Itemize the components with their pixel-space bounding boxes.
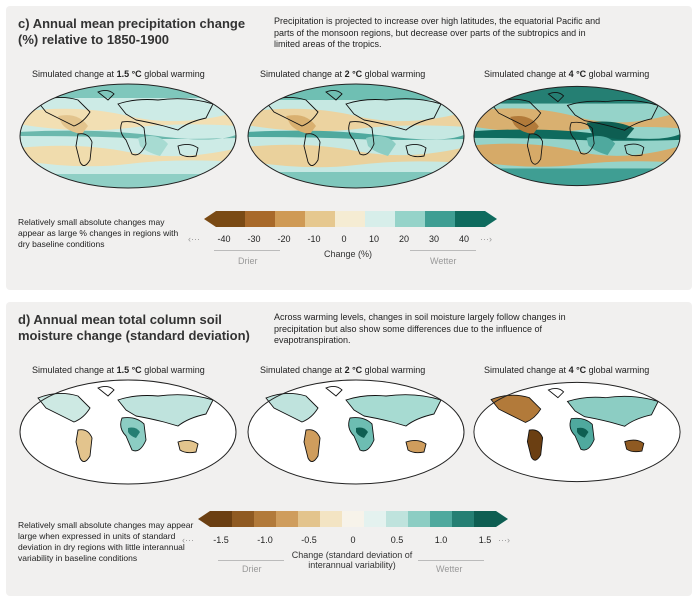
tick: -1.0 bbox=[257, 535, 273, 545]
soil-note: Relatively small absolute changes may ap… bbox=[18, 520, 194, 563]
tick: 0 bbox=[350, 535, 356, 545]
tick: 20 bbox=[398, 234, 409, 244]
map-label-2: Simulated change at 2 °C global warming bbox=[260, 69, 426, 79]
tick: -1.5 bbox=[213, 535, 229, 545]
soil-map-2 bbox=[247, 379, 465, 485]
tick: 0 bbox=[341, 234, 347, 244]
tick: 40 bbox=[458, 234, 469, 244]
tick: 0.5 bbox=[390, 535, 404, 545]
panel-precipitation: c) Annual mean precipitation change (%) … bbox=[6, 6, 692, 290]
map-label-4: Simulated change at 4 °C global warming bbox=[484, 69, 650, 79]
wetter-arrow bbox=[410, 250, 476, 251]
precip-colorbar bbox=[204, 211, 497, 227]
tick: 10 bbox=[368, 234, 379, 244]
drier-label: Drier bbox=[238, 256, 258, 266]
right-dots: ···› bbox=[480, 234, 492, 244]
wetter-label: Wetter bbox=[430, 256, 457, 266]
precip-note: Relatively small absolute changes may ap… bbox=[18, 217, 179, 249]
drier-label: Drier bbox=[242, 564, 262, 574]
tick: 30 bbox=[428, 234, 439, 244]
left-dots: ‹··· bbox=[182, 535, 194, 545]
tick: -40 bbox=[217, 234, 231, 244]
precip-map-2 bbox=[247, 83, 465, 189]
tick: -20 bbox=[277, 234, 291, 244]
drier-arrow bbox=[214, 250, 280, 251]
panel-soil-moisture: d) Annual mean total column soil moistur… bbox=[6, 302, 692, 596]
map-label-2: Simulated change at 2 °C global warming bbox=[260, 365, 426, 375]
panel-description: Precipitation is projected to increase o… bbox=[274, 16, 601, 49]
panel-title: c) Annual mean precipitation change (%) … bbox=[18, 16, 246, 47]
panel-title: d) Annual mean total column soil moistur… bbox=[18, 312, 250, 343]
tick: -0.5 bbox=[301, 535, 317, 545]
precip-map-4 bbox=[473, 85, 681, 187]
drier-arrow bbox=[218, 560, 284, 561]
tick: -10 bbox=[307, 234, 321, 244]
map-label-1-5: Simulated change at 1.5 °C global warmin… bbox=[32, 69, 205, 79]
soil-map-1-5 bbox=[19, 379, 237, 485]
wetter-label: Wetter bbox=[436, 564, 463, 574]
unit-label: Change (standard deviation of interannua… bbox=[291, 550, 413, 570]
tick: 1.5 bbox=[478, 535, 492, 545]
wetter-arrow bbox=[418, 560, 484, 561]
unit-label: Change (%) bbox=[323, 249, 373, 259]
panel-description: Across warming levels, changes in soil m… bbox=[274, 312, 566, 345]
right-dots: ···› bbox=[498, 535, 510, 545]
map-label-4: Simulated change at 4 °C global warming bbox=[484, 365, 650, 375]
tick: 1.0 bbox=[434, 535, 448, 545]
left-dots: ‹··· bbox=[188, 234, 200, 244]
map-label-1-5: Simulated change at 1.5 °C global warmin… bbox=[32, 365, 205, 375]
soil-colorbar bbox=[198, 511, 508, 527]
precip-map-1-5 bbox=[19, 83, 237, 189]
tick: -30 bbox=[247, 234, 261, 244]
soil-map-4 bbox=[473, 381, 681, 483]
